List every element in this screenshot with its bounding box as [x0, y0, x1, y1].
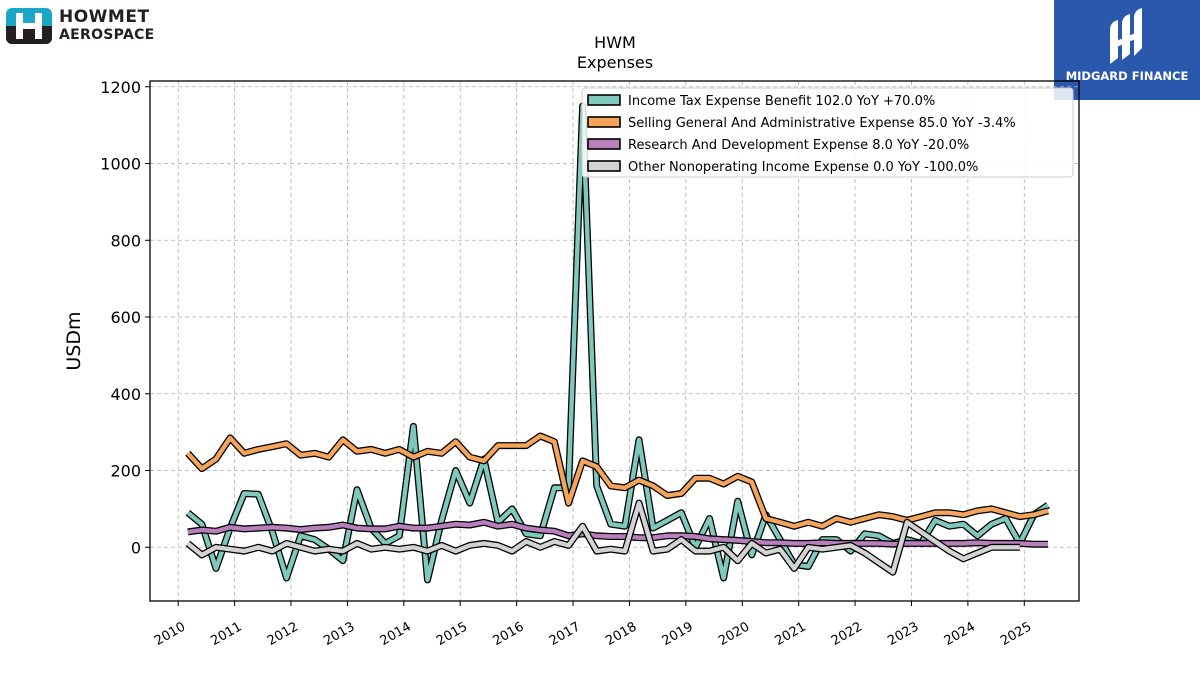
x-tick-label: 2017 — [547, 619, 583, 649]
x-tick-label: 2011 — [208, 619, 244, 649]
x-tick-label: 2022 — [829, 619, 865, 649]
x-tick-label: 2018 — [603, 619, 639, 649]
legend-swatch — [587, 94, 621, 106]
y-tick-label: 600 — [110, 308, 141, 327]
x-tick-label: 2019 — [660, 619, 696, 649]
chart-subtitle: Expenses — [577, 53, 653, 72]
legend-box — [581, 87, 1074, 178]
howmet-logo-mark-icon — [6, 8, 52, 44]
legend-label: Selling General And Administrative Expen… — [628, 116, 1016, 131]
series-group — [185, 102, 1050, 584]
midgard-finance-logo: MIDGARD FINANCE — [1054, 0, 1200, 100]
legend-label: Research And Development Expense 8.0 YoY… — [628, 138, 969, 153]
legend-label: Income Tax Expense Benefit 102.0 YoY +70… — [628, 94, 935, 109]
chart-title: HWM — [594, 33, 636, 52]
midgard-logo-mark-icon — [1110, 8, 1142, 64]
y-axis: 0 200 400 600 800 1000 1200 — [100, 78, 150, 557]
legend-swatch — [587, 138, 621, 150]
legend-label: Other Nonoperating Income Expense 0.0 Yo… — [628, 160, 978, 175]
x-tick-label: 2025 — [998, 619, 1034, 649]
howmet-logo-line2: AEROSPACE — [59, 27, 155, 43]
x-tick-label: 2016 — [490, 619, 526, 649]
y-tick-label: 1000 — [100, 155, 141, 174]
x-axis: 2010 2011 2012 2013 2014 2015 2016 2017 2018 2019… — [152, 601, 1034, 649]
y-tick-label: 200 — [110, 462, 141, 481]
y-tick-label: 1200 — [100, 78, 141, 97]
midgard-logo-text: MIDGARD FINANCE — [1065, 69, 1189, 83]
series-1-line — [186, 433, 1049, 529]
x-tick-label: 2024 — [942, 619, 978, 649]
howmet-logo-line1: HOWMET — [59, 7, 150, 27]
y-tick-label: 400 — [110, 385, 141, 404]
y-axis-label: USDm — [63, 311, 85, 370]
howmet-logo: HOWMET AEROSPACE — [6, 6, 176, 46]
legend-swatch — [587, 160, 621, 172]
y-tick-label: 0 — [131, 538, 141, 557]
plot-frame — [149, 80, 1080, 602]
x-tick-label: 2021 — [773, 619, 809, 649]
x-tick-label: 2013 — [321, 619, 357, 649]
y-tick-label: 800 — [110, 231, 141, 250]
x-tick-label: 2023 — [885, 619, 921, 649]
series-1-outline — [185, 432, 1049, 530]
series-2-line — [187, 520, 1048, 547]
x-tick-label: 2020 — [716, 619, 752, 649]
series-3-line — [186, 500, 1020, 575]
legend-swatch — [587, 116, 621, 128]
x-tick-label: 2010 — [152, 619, 188, 649]
legend: Income Tax Expense Benefit 102.0 YoY +70… — [581, 87, 1074, 178]
x-tick-label: 2012 — [265, 619, 301, 649]
x-tick-label: 2014 — [378, 619, 414, 649]
x-tick-label: 2015 — [434, 619, 470, 649]
